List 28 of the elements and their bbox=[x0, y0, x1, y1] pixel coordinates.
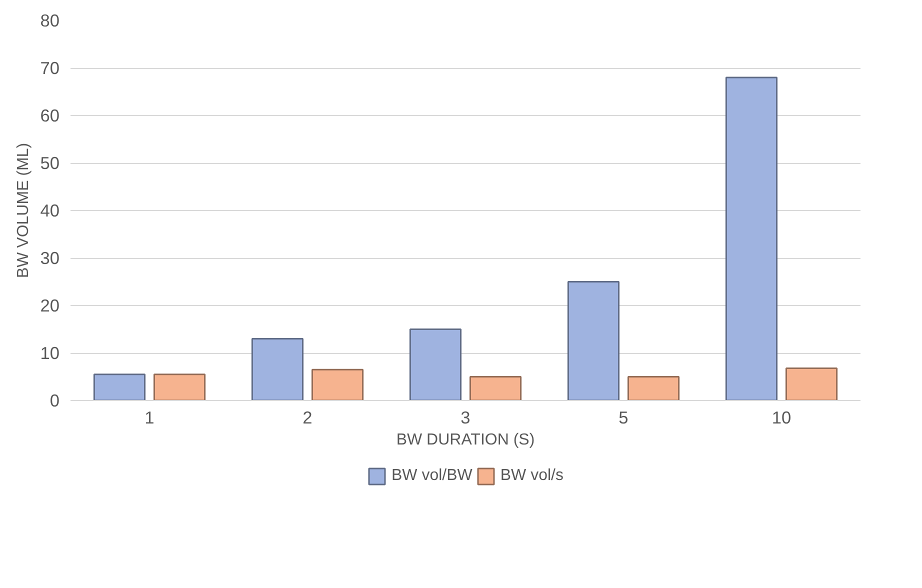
y-tick-label: 30 bbox=[40, 248, 60, 268]
bar bbox=[785, 367, 838, 400]
bar bbox=[725, 76, 778, 400]
y-axis-title: BW VOLUME (ML) bbox=[15, 142, 32, 278]
bar bbox=[567, 281, 620, 400]
y-tick-label: 50 bbox=[40, 153, 60, 173]
y-tick-label: 40 bbox=[40, 200, 60, 220]
y-tick-label: 10 bbox=[40, 343, 60, 363]
y-tick-label: 20 bbox=[40, 296, 60, 316]
bar bbox=[311, 368, 364, 400]
x-tick-label: 5 bbox=[618, 408, 628, 428]
x-tick-label: 1 bbox=[144, 408, 154, 428]
bar bbox=[93, 374, 146, 400]
legend-label: BW vol/BW bbox=[391, 467, 472, 485]
bar bbox=[627, 376, 680, 400]
x-axis-title: BW DURATION (S) bbox=[396, 432, 535, 448]
bar bbox=[251, 338, 304, 400]
y-tick-label: 0 bbox=[50, 390, 60, 410]
bar bbox=[469, 376, 522, 400]
x-tick-label: 10 bbox=[772, 408, 792, 428]
y-tick-label: 80 bbox=[40, 10, 60, 30]
bar bbox=[153, 374, 206, 400]
bar bbox=[409, 328, 462, 400]
y-tick-label: 70 bbox=[40, 58, 60, 78]
x-tick-label: 3 bbox=[460, 408, 470, 428]
y-tick-label: 60 bbox=[40, 106, 60, 126]
x-tick-label: 2 bbox=[302, 408, 312, 428]
legend-label: BW vol/s bbox=[500, 467, 564, 485]
